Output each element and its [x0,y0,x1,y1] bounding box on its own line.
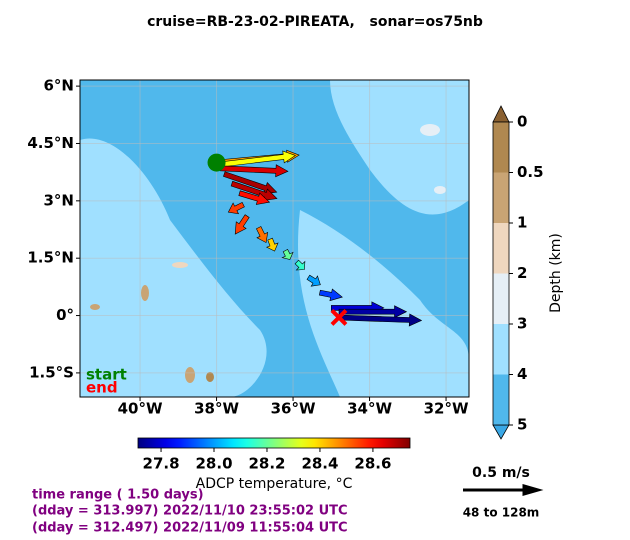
y-tick-label: 6°N [44,77,75,95]
end-label: end [86,379,118,397]
x-tick-label: 34°W [347,400,392,418]
temperature-label: ADCP temperature, °C [196,476,353,492]
map-background [80,80,469,397]
current-vector [238,190,271,205]
time-info: (dday = 313.997) 2022/11/10 23:55:02 UTC [32,504,348,519]
start-label: start [86,366,127,384]
start-marker [207,153,226,172]
colorbar-tick-label: 2 [517,264,527,282]
current-vector [223,171,278,195]
reference-arrow [463,484,544,496]
colorbar-band [493,172,509,223]
colorbar-tick-label: 28.4 [301,455,338,473]
y-tick-label: 3°N [44,191,75,209]
colorbar-tick-label: 0 [517,113,527,131]
y-tick-label: 1.5°N [27,249,74,267]
vectors [215,149,423,327]
colorbar-tick-label: 28.6 [354,455,391,473]
x-tick-label: 32°W [424,400,469,418]
colorbar-extend [492,424,510,440]
colorbar-tick-label: 3 [517,315,527,333]
y-tick-label: 1.5°S [29,363,74,381]
current-vector [281,248,294,260]
y-tick-label: 0° [56,306,74,324]
colorbar-band [493,273,509,324]
time-info: (dday = 312.497) 2022/11/09 11:55:04 UTC [32,521,348,536]
current-vector [234,214,250,235]
colorbar-band [493,223,509,274]
map-frame [79,79,470,398]
colorbar-extend [492,105,510,123]
x-tick-label: 36°W [271,400,316,418]
colorbar-tick-label: 28.2 [248,455,285,473]
depth-label: Depth (km) [548,233,564,313]
colorbar-band [493,374,509,425]
title: cruise=RB-23-02-PIREATA, sonar=os75nb [147,14,483,30]
current-vector [219,164,289,178]
current-vector [265,237,279,252]
current-vector [338,313,423,327]
colorbar-tick-label: 27.8 [143,455,180,473]
reference-depth: 48 to 128m [463,506,540,520]
x-tick-label: 40°W [118,400,163,418]
current-vector [318,288,343,302]
temperature-colorbar: 27.8 28.0 28.2 28.4 28.6 [137,437,411,473]
grid: 40°W 38°W 36°W 34°W 32°W 6°N 4.5°N 3°N 1.5°N 0° 1.… [27,77,469,418]
time-info: time range ( 1.50 days) [32,488,204,503]
colorbar-band [493,122,509,173]
depth-colorbar: 0 0.5 1 2 3 4 5 [492,105,544,440]
colorbar-tick-label: 1 [517,214,527,232]
colorbar-tick-label: 5 [517,416,527,434]
colorbar-tick-label: 0.5 [517,163,544,181]
current-vector [338,305,408,319]
colorbar-tick-label: 4 [517,365,527,383]
colorbar-tick-label: 28.0 [196,455,233,473]
current-vector [219,150,297,168]
colorbar-fill [137,437,411,449]
reference-speed: 0.5 m/s [472,465,530,481]
y-tick-label: 4.5°N [27,134,74,152]
colorbar-band [493,324,509,375]
end-marker [330,309,348,326]
current-vector [306,274,321,287]
current-vector [227,201,245,215]
x-tick-label: 38°W [194,400,239,418]
current-vector [294,259,306,271]
current-vector [255,226,269,244]
